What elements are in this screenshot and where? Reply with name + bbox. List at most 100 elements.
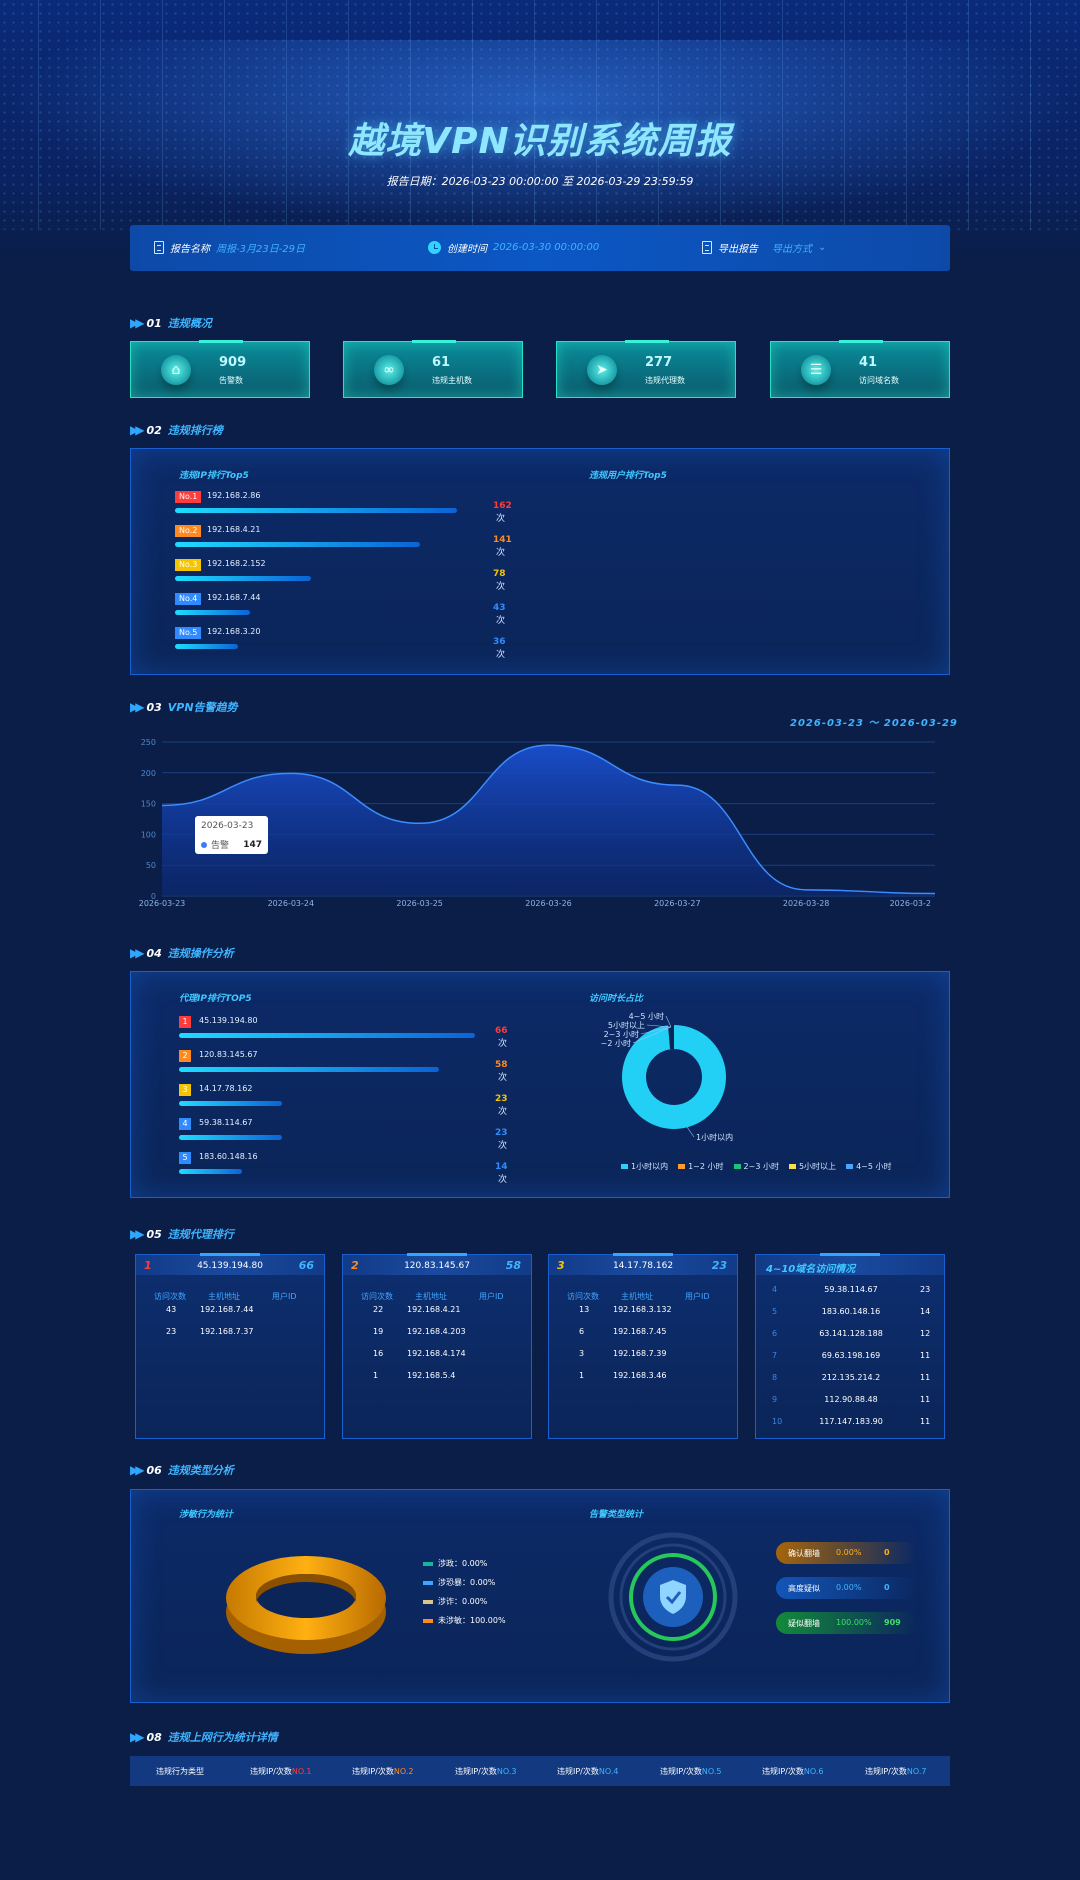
domain-count: 11 <box>920 1373 931 1382</box>
domain-card-title: 4~10域名访问情况 <box>766 1264 856 1275</box>
proxy-card-rank: 3 <box>557 1259 565 1272</box>
double-arrow-icon: ▶▶ <box>130 316 145 330</box>
proxy-card-ip: 45.139.194.80 <box>197 1261 263 1271</box>
domain-ip: 69.63.198.169 <box>821 1351 881 1360</box>
sensitive-legend-item[interactable]: 涉恐暴：0.00% <box>423 1577 495 1588</box>
card-value: 61 <box>432 355 451 370</box>
card-value: 909 <box>219 355 247 370</box>
proxy-card-cell: 192.168.4.203 <box>407 1327 466 1336</box>
proxy-card-cell: 16 <box>373 1349 384 1358</box>
operation-panel: 代理IP排行TOP5 访问时长占比 1 45.139.194.80 66次 2 120.… <box>130 971 950 1198</box>
detail-col-header: 违规IP/次数NO.3 <box>455 1767 517 1776</box>
donut-leader-line <box>632 1026 672 1044</box>
created-time-label: 创建时间 <box>447 244 487 255</box>
created-time-item: 创建时间 2026-03-30 00:00:00 <box>428 240 599 255</box>
donut-label: 5小时以上 <box>608 1020 645 1030</box>
section-02-heading: ▶▶ 02 违规排行榜 <box>130 423 223 437</box>
sensitive-legend-item[interactable]: 未涉敏：100.00% <box>423 1615 506 1626</box>
y-tick-label: 0 <box>151 892 156 901</box>
domain-count: 11 <box>920 1351 931 1360</box>
chevron-down-icon[interactable]: ⌄ <box>818 242 827 253</box>
alert-stat-pill[interactable]: 高度疑似 0.00% 0 <box>776 1577 916 1599</box>
tooltip-value: 147 <box>243 839 262 850</box>
double-arrow-icon: ▶▶ <box>130 1227 145 1241</box>
proxy-card-cell: 192.168.4.174 <box>407 1349 466 1358</box>
card-proxies[interactable]: ➤ 277 违规代理数 <box>556 340 736 398</box>
series-dot-icon <box>201 841 207 848</box>
proxy-card-cell: 192.168.7.44 <box>200 1305 254 1314</box>
proxy-card: 1 45.139.194.80 66 访问次数 主机地址 用户ID 43 192.168.7.… <box>135 1253 325 1439</box>
proxy-card: 3 14.17.78.162 23 访问次数 主机地址 用户ID 13 192.168.3.1… <box>548 1253 738 1439</box>
card-label: 违规主机数 <box>432 376 472 385</box>
proxy-card-col-header: 用户ID <box>272 1292 297 1301</box>
proxy-row[interactable]: 1 45.139.194.80 66次 <box>179 1016 519 1049</box>
legend-item[interactable]: 2~3 小时 <box>733 1161 779 1172</box>
proxy-card-header <box>343 1253 531 1275</box>
proxy-card-col-header: 访问次数 <box>361 1292 393 1301</box>
legend-item[interactable]: 5小时以上 <box>788 1161 836 1172</box>
report-name-item: 报告名称 周报-3月23日-29日 <box>154 240 305 255</box>
x-tick-label: 2026-03-2 <box>890 899 931 908</box>
export-method-select[interactable]: 导出方式 <box>772 244 812 255</box>
domain-rank: 6 <box>772 1329 778 1338</box>
domain-card: 4~10域名访问情况 4 59.38.114.67 23 5 183.60.148.16… <box>755 1253 945 1439</box>
duration-title: 访问时长占比 <box>589 994 644 1004</box>
ranking-row[interactable]: No.4 192.168.7.44 43次 <box>175 593 515 626</box>
sensitive-legend-item[interactable]: 涉政：0.00% <box>423 1558 487 1569</box>
proxy-bar <box>179 1033 475 1038</box>
card-alerts[interactable]: ⌂ 909 告警数 <box>130 340 310 398</box>
x-tick-label: 2026-03-23 <box>139 899 186 908</box>
proxy-rank-badge: 3 <box>179 1084 191 1096</box>
ranking-row[interactable]: No.5 192.168.3.20 36次 <box>175 627 515 660</box>
section-05-heading: ▶▶ 05 违规代理排行 <box>130 1227 234 1241</box>
export-report-item[interactable]: 导出报告 导出方式 ⌄ <box>702 240 826 255</box>
legend-item[interactable]: 1小时以内 <box>621 1161 668 1172</box>
domain-count: 23 <box>920 1285 931 1294</box>
proxy-ip: 120.83.145.67 <box>199 1050 258 1059</box>
proxy-card-cell: 192.168.7.39 <box>613 1349 667 1358</box>
alert-type-title: 告警类型统计 <box>589 1510 644 1520</box>
report-name-label: 报告名称 <box>170 244 210 255</box>
domain-rank: 10 <box>772 1417 783 1426</box>
donut-slice[interactable] <box>668 1025 674 1049</box>
proxy-card: 2 120.83.145.67 58 访问次数 主机地址 用户ID 22 192.168.4.… <box>342 1253 532 1439</box>
ranking-row[interactable]: No.3 192.168.2.152 78次 <box>175 559 515 592</box>
domain-rank: 9 <box>772 1395 778 1404</box>
sensitive-ring-chart <box>226 1556 386 1654</box>
proxy-count: 23次 <box>495 1094 508 1117</box>
proxy-card-cell: 13 <box>579 1305 590 1314</box>
ranking-row[interactable]: No.1 192.168.2.86 162次 <box>175 491 515 524</box>
report-info-bar: 报告名称 周报-3月23日-29日 创建时间 2026-03-30 00:00:… <box>130 225 950 271</box>
donut-slice[interactable] <box>621 1025 726 1129</box>
proxy-card-header <box>136 1253 324 1275</box>
ranked-ip: 192.168.3.20 <box>207 627 261 636</box>
legend-item[interactable]: 4~5 小时 <box>846 1161 892 1172</box>
proxy-row[interactable]: 5 183.60.148.16 14次 <box>179 1152 519 1185</box>
y-tick-label: 150 <box>141 800 156 809</box>
alert-stat-pill[interactable]: 确认翻墙 0.00% 0 <box>776 1542 916 1564</box>
ranking-row[interactable]: No.2 192.168.4.21 141次 <box>175 525 515 558</box>
summary-cards: ⌂ 909 告警数 ∞ 61 违规主机数 ➤ 277 违规代理数 ☰ 41 访问… <box>130 340 950 398</box>
ranked-ip: 192.168.2.152 <box>207 559 266 568</box>
proxy-card-header <box>549 1253 737 1275</box>
types-panel: 涉敏行为统计 告警类型统计 涉政：0.00% 涉恐暴：0.00% 涉诈：0.00% 未… <box>130 1489 950 1703</box>
proxy-row[interactable]: 4 59.38.114.67 23次 <box>179 1118 519 1151</box>
legend-item[interactable]: 1~2 小时 <box>678 1161 724 1172</box>
double-arrow-icon: ▶▶ <box>130 946 145 960</box>
card-hosts[interactable]: ∞ 61 违规主机数 <box>343 340 523 398</box>
proxy-bar <box>179 1067 440 1072</box>
domain-rank: 4 <box>772 1285 778 1294</box>
domain-count: 14 <box>920 1307 931 1316</box>
card-domains[interactable]: ☰ 41 访问域名数 <box>770 340 950 398</box>
alert-stat-pill[interactable]: 疑似翻墙 100.00% 909 <box>776 1612 916 1634</box>
proxy-row[interactable]: 2 120.83.145.67 58次 <box>179 1050 519 1083</box>
proxy-card-ip: 14.17.78.162 <box>612 1261 674 1271</box>
proxy-row[interactable]: 3 14.17.78.162 23次 <box>179 1084 519 1117</box>
duration-legend: 1小时以内 1~2 小时 2~3 小时 5小时以上 4~5 小时 <box>621 1161 892 1172</box>
proxy-card-col-header: 主机地址 <box>621 1292 653 1301</box>
domain-rank: 7 <box>772 1351 778 1360</box>
sensitive-legend-item[interactable]: 涉诈：0.00% <box>423 1596 487 1607</box>
rank-badge: No.2 <box>175 525 202 537</box>
card-value: 277 <box>645 355 673 370</box>
